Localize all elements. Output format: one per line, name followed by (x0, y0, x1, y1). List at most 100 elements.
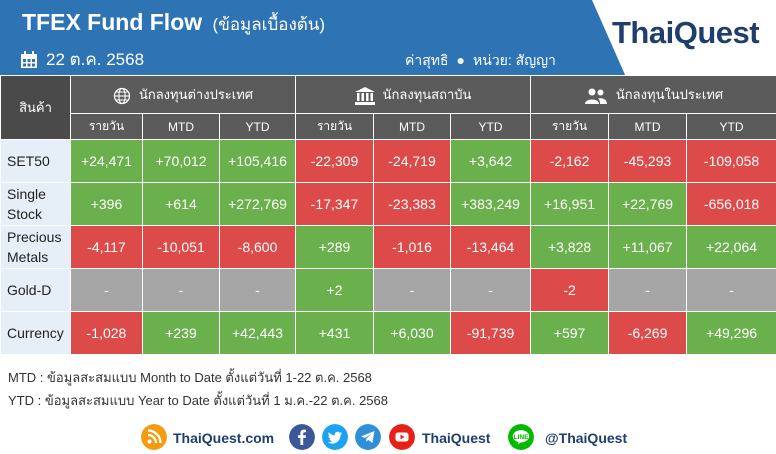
date-text: 22 ต.ค. 2568 (46, 50, 145, 69)
flow-value-cell: -6,269 (608, 311, 688, 355)
flow-value-cell: -45,293 (608, 139, 688, 183)
title-text: TFEX Fund Flow (22, 9, 203, 35)
flow-value-cell: +431 (295, 311, 375, 355)
subheader-daily: รายวัน (295, 113, 375, 140)
flow-value-cell: +11,067 (608, 225, 688, 269)
facebook-icon[interactable] (289, 424, 315, 450)
flow-value-cell: +289 (295, 225, 375, 269)
group-label-institution: นักลงทุนสถาบัน (382, 87, 472, 102)
table-row: SET50 +24,471 +70,012 +105,416 -22,309 -24,71… (0, 139, 776, 183)
flow-value-cell: +239 (142, 311, 220, 355)
fund-flow-table: สินค้า นักลงทุนต่างประเทศ นักลงทุนสถาบัน (0, 75, 776, 355)
twitter-icon[interactable] (322, 424, 348, 450)
flow-value-cell: - (218, 268, 297, 312)
table-row: Single Stock +396 +614 +272,769 -17,347 -23,3… (0, 182, 776, 226)
product-header: สินค้า (0, 75, 71, 140)
page-title: TFEX Fund Flow (ข้อมูลเบื้องต้น) (22, 9, 325, 38)
group-header-local: นักลงทุนในประเทศ (530, 75, 776, 114)
flow-value-cell: -24,719 (373, 139, 452, 183)
flow-value-cell: -22,309 (295, 139, 375, 183)
website-link[interactable]: ThaiQuest.com (173, 430, 275, 446)
telegram-icon[interactable] (355, 424, 381, 450)
subheader-ytd: YTD (450, 113, 532, 140)
flow-value-cell: +597 (530, 311, 610, 355)
product-name: Precious Metals (0, 225, 71, 269)
calendar-icon (21, 50, 37, 68)
subheader-ytd: YTD (218, 113, 297, 140)
flow-value-cell: -1,016 (373, 225, 452, 269)
flow-value-cell: +383,249 (450, 182, 532, 226)
subheader-daily: รายวัน (530, 113, 610, 140)
thaiquest-logo: ThaiQuest (612, 15, 760, 50)
note-mtd: MTD : ข้อมูลสะสมแบบ Month to Date ตั้งแต… (8, 370, 372, 385)
flow-value-cell: +42,443 (218, 311, 297, 355)
table-row: Currency -1,028 +239 +42,443 +431 +6,030 -91,7… (0, 311, 776, 355)
logo-panel (592, 0, 776, 75)
flow-value-cell: +70,012 (142, 139, 220, 183)
flow-value-cell: -17,347 (295, 182, 375, 226)
product-name: SET50 (0, 139, 71, 183)
table-body: SET50 +24,471 +70,012 +105,416 -22,309 -24,71… (0, 139, 776, 355)
net-label: ค่าสุทธิ (405, 52, 449, 68)
flow-value-cell: - (608, 268, 688, 312)
note-ytd: YTD : ข้อมูลสะสมแบบ Year to Date ตั้งแต่… (8, 393, 388, 408)
flow-value-cell: -8,600 (218, 225, 297, 269)
subheader-ytd: YTD (686, 113, 776, 140)
subheader-mtd: MTD (608, 113, 688, 140)
product-name: Single Stock (0, 182, 71, 226)
product-name: Currency (0, 311, 71, 355)
line-icon[interactable]: LINE (508, 424, 534, 450)
subheader-daily: รายวัน (70, 113, 143, 140)
unit-label: หน่วย: สัญญา (473, 52, 556, 68)
flow-value-cell: -2,162 (530, 139, 610, 183)
flow-value-cell: -13,464 (450, 225, 532, 269)
flow-value-cell: -656,018 (686, 182, 776, 226)
group-label-foreign: นักลงทุนต่างประเทศ (138, 87, 254, 102)
flow-value-cell: +24,471 (70, 139, 143, 183)
flow-value-cell: +105,416 (218, 139, 297, 183)
flow-value-cell: +3,828 (530, 225, 610, 269)
flow-value-cell: +396 (70, 182, 143, 226)
flow-value-cell: +614 (142, 182, 220, 226)
footer: ThaiQuest.com ThaiQuest LINE @ThaiQuest (0, 421, 776, 454)
flow-value-cell: +272,769 (218, 182, 297, 226)
flow-value-cell: -1,028 (70, 311, 143, 355)
unit-info: ค่าสุทธิ ● หน่วย: สัญญา (405, 50, 556, 72)
flow-value-cell: - (373, 268, 452, 312)
group-label-local: นักลงทุนในประเทศ (615, 87, 724, 102)
people-icon (584, 88, 607, 104)
flow-value-cell: +3,642 (450, 139, 532, 183)
flow-value-cell: - (70, 268, 143, 312)
flow-value-cell: +6,030 (373, 311, 452, 355)
subheader-mtd: MTD (373, 113, 452, 140)
product-name: Gold-D (0, 268, 71, 312)
bank-icon (354, 86, 375, 105)
flow-value-cell: +22,769 (608, 182, 688, 226)
youtube-channel-link[interactable]: ThaiQuest (422, 430, 491, 446)
group-header-institution: นักลงทุนสถาบัน (295, 75, 532, 114)
globe-icon (113, 87, 131, 104)
bullet-icon: ● (456, 52, 466, 68)
group-header-foreign: นักลงทุนต่างประเทศ (69, 75, 297, 114)
table-row: Gold-D - - - +2- - -2- - (0, 268, 776, 312)
flow-value-cell: -91,739 (450, 311, 532, 355)
rss-icon[interactable] (141, 424, 167, 450)
flow-value-cell: -23,383 (373, 182, 452, 226)
flow-value-cell: +2 (295, 268, 375, 312)
flow-value-cell: - (686, 268, 776, 312)
youtube-icon[interactable] (389, 424, 415, 450)
report-date: 22 ต.ค. 2568 (20, 46, 144, 73)
flow-value-cell: -4,117 (70, 225, 143, 269)
table-row: Precious Metals -4,117 -10,051 -8,600 +289 -1… (0, 225, 776, 269)
flow-value-cell: - (142, 268, 220, 312)
title-subtitle: (ข้อมูลเบื้องต้น) (212, 15, 326, 34)
flow-value-cell: +16,951 (530, 182, 610, 226)
flow-value-cell: - (450, 268, 532, 312)
line-id-link[interactable]: @ThaiQuest (545, 430, 628, 446)
flow-value-cell: +22,064 (686, 225, 776, 269)
flow-value-cell: +49,296 (686, 311, 776, 355)
flow-value-cell: -2 (530, 268, 610, 312)
flow-value-cell: -109,058 (686, 139, 776, 183)
line-icon-label: LINE (513, 434, 529, 441)
flow-value-cell: -10,051 (142, 225, 220, 269)
